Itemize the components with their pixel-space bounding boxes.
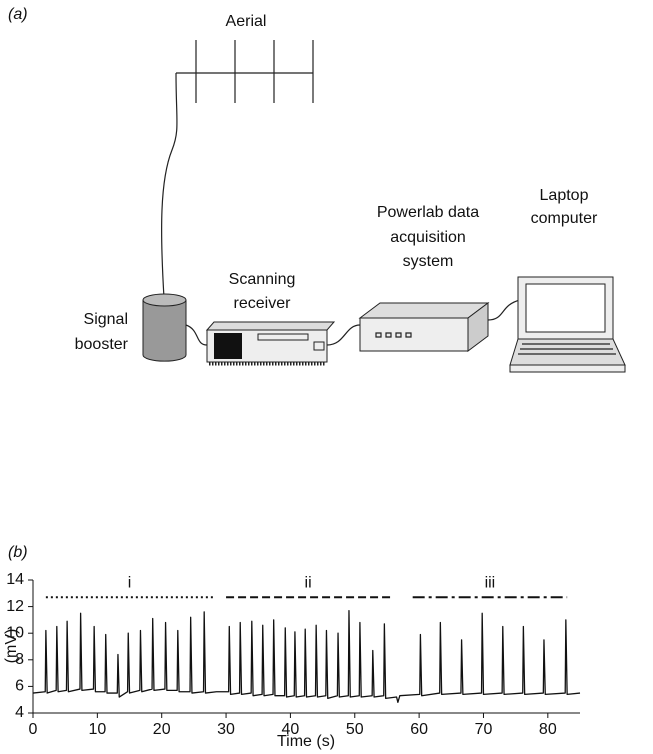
y-tick-label: 4 [15, 704, 24, 721]
trace [32, 609, 581, 704]
label: booster [75, 336, 129, 353]
receiver-top [205, 321, 336, 331]
y-axis-label: (mV) [3, 629, 20, 664]
receiver-panel [257, 333, 309, 341]
y-tick-label: 8 [15, 651, 24, 668]
label: receiver [234, 295, 292, 312]
chart: (b) Time (s) (mV) 4 6 8 10 12 14 0 10 20 30 40 50 60… [3, 544, 581, 750]
x-axis-label: Time (s) [277, 733, 335, 750]
y-tick-label: 14 [6, 571, 24, 588]
cable [161, 72, 178, 299]
booster-top [142, 293, 187, 307]
label: Aerial [226, 13, 267, 30]
laptop-base [509, 338, 626, 366]
y-tick-label: 12 [6, 598, 24, 615]
powerlab-leds [375, 332, 412, 338]
label: Signal [84, 311, 128, 328]
receiver-panel [214, 333, 242, 359]
x-tick-label: 30 [217, 721, 235, 738]
label: system [403, 253, 454, 270]
aerial-icon [176, 40, 314, 103]
x-tick-label: 20 [153, 721, 171, 738]
cable [487, 299, 521, 321]
receiver-panel [313, 341, 325, 351]
laptop-front [509, 364, 626, 373]
y-tick-label: 6 [15, 678, 24, 695]
panel-label: (a) [8, 6, 28, 23]
x-tick-label: 40 [282, 721, 300, 738]
label: Laptop [540, 187, 589, 204]
x-tick-label: 0 [29, 721, 38, 738]
period-label: ii [305, 575, 312, 592]
laptop-keys [518, 343, 616, 355]
panel-label: (b) [8, 544, 28, 561]
x-tick-label: 80 [539, 721, 557, 738]
diagram: (a) Aerial Signal booster Scanning recei… [8, 6, 626, 373]
powerlab-icon [359, 317, 469, 352]
x-tick-label: 70 [475, 721, 493, 738]
x-tick-label: 10 [88, 721, 106, 738]
label: Powerlab data [377, 204, 479, 221]
cable [185, 324, 208, 346]
booster-icon [142, 299, 187, 362]
label: Scanning [229, 271, 296, 288]
period-label: iii [485, 575, 496, 592]
period-label: i [128, 575, 132, 592]
y-tick-label: 10 [6, 624, 24, 641]
x-tick-label: 60 [410, 721, 428, 738]
label: acquisition [390, 229, 466, 246]
laptop-display [525, 283, 606, 333]
label: computer [531, 210, 598, 227]
cable [326, 324, 361, 346]
powerlab-top [358, 302, 490, 319]
x-tick-label: 50 [346, 721, 364, 738]
